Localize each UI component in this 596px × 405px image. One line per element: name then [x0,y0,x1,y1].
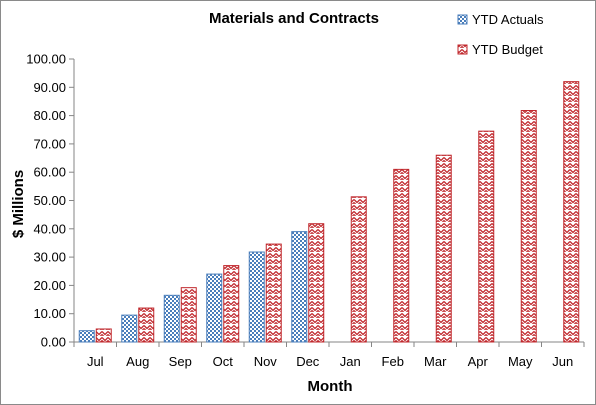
y-tick-label: 80.00 [33,108,66,123]
bar-ytd-budget [350,196,367,343]
y-tick-label: 20.00 [33,278,66,293]
bar-ytd-budget [308,223,325,343]
y-tick-label: 30.00 [33,250,66,265]
y-tick-label: 10.00 [33,306,66,321]
legend-label-actuals: YTD Actuals [472,12,544,27]
bar-ytd-actuals [206,273,223,343]
x-tick-label: Jul [87,354,104,369]
y-tick-label: 60.00 [33,165,66,180]
x-tick-label: Feb [382,354,404,369]
x-tick-label: Oct [213,354,234,369]
x-tick-label: Jan [340,354,361,369]
bar-ytd-actuals [78,330,95,343]
y-tick-label: 90.00 [33,80,66,95]
bar-ytd-budget [563,81,580,343]
legend-label-budget: YTD Budget [472,42,543,57]
bar-ytd-budget [478,130,495,343]
y-tick-label: 100.00 [26,52,66,67]
plot-area [78,81,580,343]
x-tick-label: Apr [468,354,489,369]
x-tick-label: May [508,354,533,369]
bar-ytd-actuals [163,294,180,343]
y-tick-label: 70.00 [33,136,66,151]
bar-ytd-budget [95,328,112,343]
x-tick-label: Nov [254,354,278,369]
x-tick-label: Sep [169,354,192,369]
x-tick-label: Mar [424,354,447,369]
bar-ytd-actuals [291,231,308,343]
bar-ytd-budget [180,287,197,343]
x-tick-label: Aug [126,354,149,369]
y-tick-label: 50.00 [33,193,66,208]
bar-ytd-actuals [121,314,138,343]
y-axis-label: $ Millions [10,170,27,238]
bar-ytd-budget [435,154,452,343]
x-axis: Jul Aug Sep Oct Nov Dec Jan Feb Mar Apr May Jun [73,341,585,369]
chart-title: Materials and Contracts [209,10,379,27]
x-tick-label: Jun [552,354,573,369]
bar-ytd-budget [223,265,240,343]
bar-ytd-budget [393,168,410,343]
bar-ytd-budget [520,110,537,343]
bar-ytd-actuals [248,251,265,343]
bar-ytd-budget [265,243,282,343]
legend-swatch-actuals [457,14,468,25]
y-tick-label: 0.00 [41,335,66,350]
x-axis-label: Month [308,378,353,395]
y-tick-label: 40.00 [33,221,66,236]
legend-swatch-budget [457,44,468,55]
x-tick-label: Dec [296,354,320,369]
y-axis: 0.00 10.00 20.00 30.00 40.00 50.00 60.00 70.00 8… [26,52,75,350]
legend: YTD Actuals YTD Budget [457,12,544,57]
bar-ytd-budget [138,307,155,343]
